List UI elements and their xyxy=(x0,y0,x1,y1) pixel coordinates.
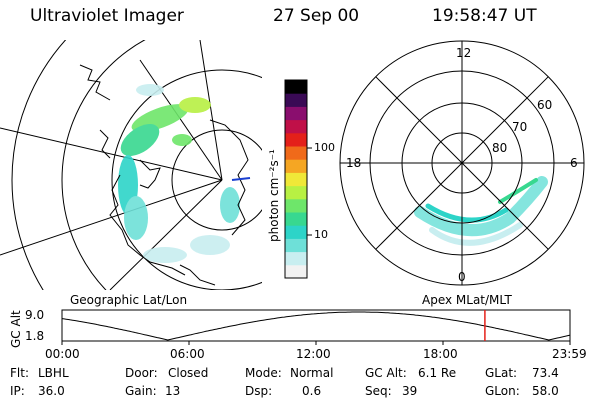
colorbar xyxy=(284,79,312,279)
time-tick-0000: 00:00 xyxy=(45,347,80,361)
time-tick-1200: 12:00 xyxy=(296,347,331,361)
colorbar-stripe xyxy=(285,159,307,173)
status-glon-value: 58.0 xyxy=(532,384,559,398)
altitude-ytick-high: 9.0 xyxy=(25,308,45,322)
observation-date: 27 Sep 00 xyxy=(273,6,360,26)
observation-time: 19:58:47 UT xyxy=(432,6,537,26)
status-seq-key: Seq: xyxy=(365,384,392,398)
colorbar-stripes xyxy=(285,80,307,279)
status-gain-value: 13 xyxy=(165,384,181,398)
geographic-image xyxy=(0,40,262,290)
colorbar-stripe xyxy=(285,225,307,239)
status-ip-key: IP: xyxy=(10,384,25,398)
status-glon-key: GLon: xyxy=(485,384,520,398)
status-dsp-key: Dsp: xyxy=(245,384,273,398)
status-mode-value: Normal xyxy=(290,366,334,380)
colorbar-label-10: 10 xyxy=(314,228,328,241)
colorbar-unit-label: photon cm⁻²s⁻¹ xyxy=(267,149,281,242)
altitude-x-ticks xyxy=(61,341,571,345)
mlat-label-60: 60 xyxy=(537,98,553,112)
mlt-label-0: 0 xyxy=(458,270,466,284)
status-gcalt-key: GC Alt: xyxy=(365,366,407,380)
colorbar-stripe xyxy=(285,251,307,266)
colorbar-stripe xyxy=(285,93,307,107)
status-gain-key: Gain: xyxy=(125,384,157,398)
status-glat-value: 73.4 xyxy=(532,366,559,380)
status-gcalt-value: 6.1 Re xyxy=(418,366,457,380)
colorbar-stripe xyxy=(285,119,307,134)
altitude-axis-label: GC Alt xyxy=(9,310,23,348)
status-glat-key: GLat: xyxy=(485,366,518,380)
colorbar-stripe xyxy=(285,132,307,147)
status-door-key: Door: xyxy=(125,366,158,380)
colorbar-label-100: 100 xyxy=(314,141,335,154)
instrument-title: Ultraviolet Imager xyxy=(30,6,184,26)
colorbar-stripe xyxy=(285,146,307,160)
altitude-ytick-low: 1.8 xyxy=(25,329,45,343)
colorbar-stripe xyxy=(285,80,307,94)
status-door-value: Closed xyxy=(168,366,209,380)
mlat-label-70: 70 xyxy=(512,120,528,134)
geographic-caption: Geographic Lat/Lon xyxy=(70,293,188,307)
status-ip-value: 36.0 xyxy=(38,384,65,398)
time-tick-1800: 18:00 xyxy=(423,347,458,361)
altitude-curve xyxy=(61,311,571,341)
colorbar-stripe xyxy=(285,264,307,279)
colorbar-stripe xyxy=(285,212,307,226)
colorbar-stripe xyxy=(285,198,307,213)
mlat-label-80: 80 xyxy=(492,141,508,155)
polar-plot xyxy=(339,40,585,286)
altitude-plot xyxy=(61,309,571,345)
colorbar-stripe xyxy=(285,172,307,187)
mlt-label-12: 12 xyxy=(456,46,472,60)
colorbar-stripe xyxy=(285,238,307,253)
status-seq-value: 39 xyxy=(402,384,418,398)
mlt-label-6: 6 xyxy=(570,156,578,170)
time-tick-2359: 23:59 xyxy=(552,347,587,361)
status-mode-key: Mode: xyxy=(245,366,282,380)
colorbar-stripe xyxy=(285,106,307,121)
status-flt-key: Flt: xyxy=(10,366,29,380)
status-flt-value: LBHL xyxy=(38,366,69,380)
colorbar-stripe xyxy=(285,185,307,200)
apex-caption: Apex MLat/MLT xyxy=(422,293,512,307)
time-tick-0600: 06:00 xyxy=(170,347,205,361)
status-dsp-value: 0.6 xyxy=(302,384,322,398)
mlt-label-18: 18 xyxy=(346,156,362,170)
